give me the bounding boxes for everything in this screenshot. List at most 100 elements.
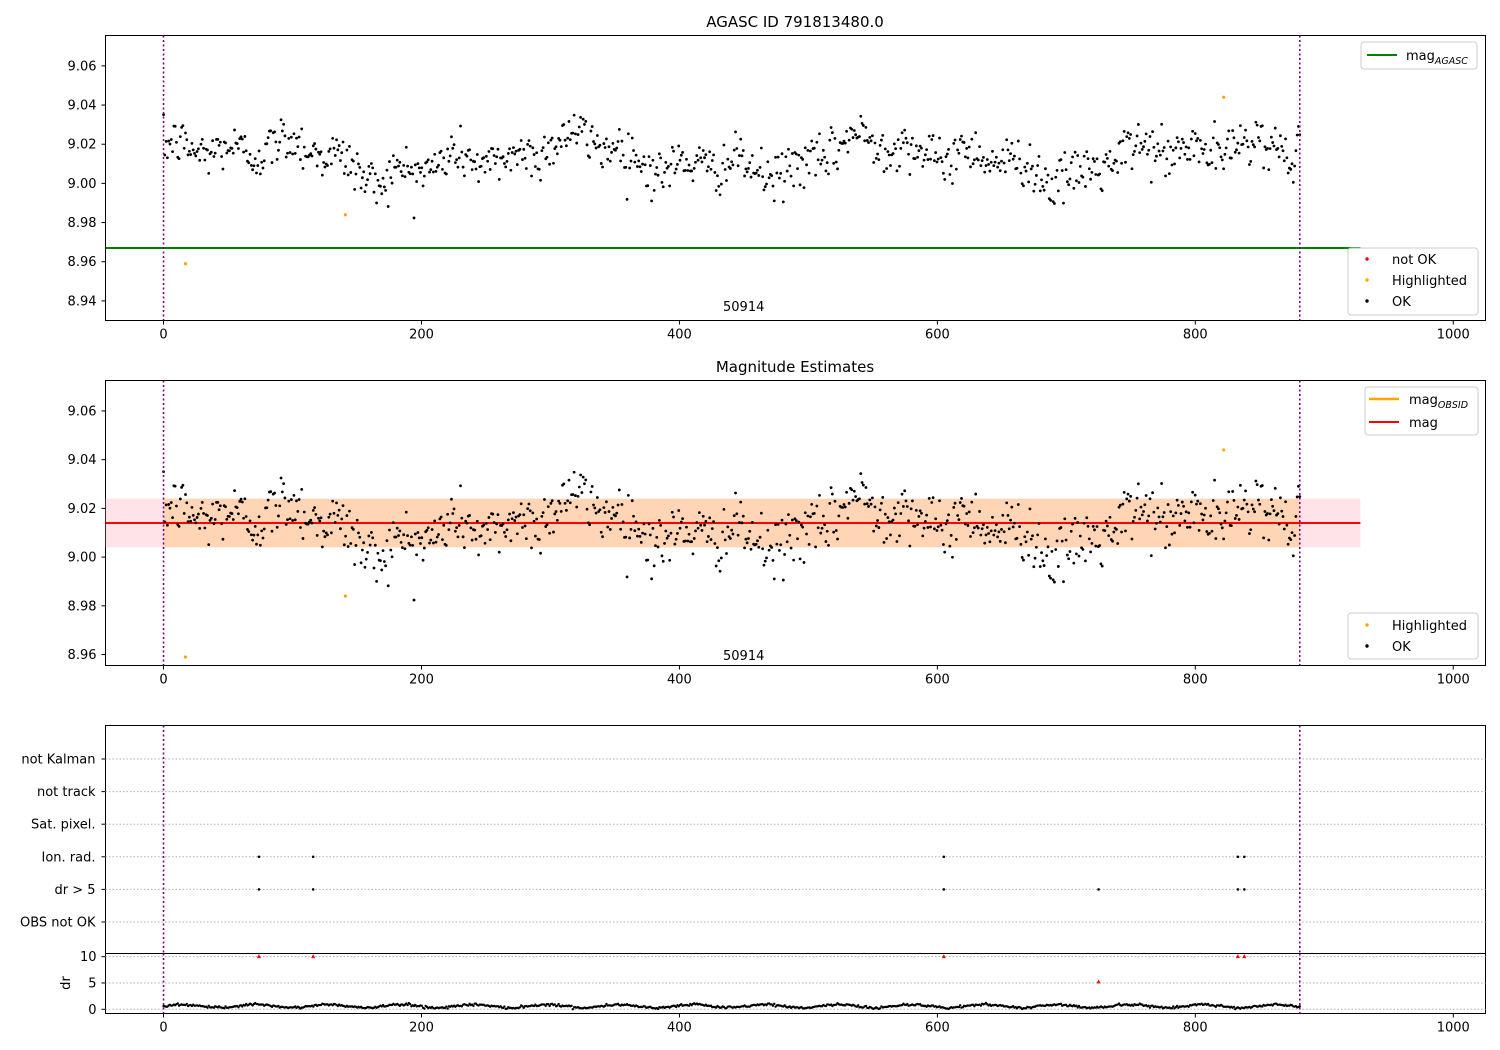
ok-point xyxy=(973,526,976,530)
ok-point xyxy=(171,150,174,154)
dr-point xyxy=(557,1002,560,1006)
ok-point xyxy=(457,523,461,527)
ok-point xyxy=(1171,514,1175,518)
ok-point xyxy=(359,186,363,190)
ok-point xyxy=(508,147,511,151)
ok-point xyxy=(1246,510,1250,514)
dr-point xyxy=(864,1004,868,1008)
ok-point xyxy=(792,558,796,562)
ok-point xyxy=(829,126,833,129)
ok-point xyxy=(605,137,608,141)
ok-point xyxy=(319,150,323,154)
ok-point xyxy=(541,511,545,515)
ok-point xyxy=(783,179,786,183)
ok-point xyxy=(1075,552,1078,556)
ok-point xyxy=(291,519,295,522)
ok-point xyxy=(470,168,474,172)
ok-point xyxy=(651,158,655,162)
ok-point xyxy=(1056,565,1060,568)
dr-point xyxy=(503,1005,506,1008)
ok-point xyxy=(217,508,221,512)
ok-point xyxy=(401,546,404,550)
ok-point xyxy=(1229,524,1233,528)
ok-point xyxy=(279,476,283,480)
ok-point xyxy=(584,119,588,123)
ok-point xyxy=(1166,503,1170,506)
flag-row-label: OBS not OK xyxy=(20,916,96,931)
ok-point xyxy=(473,528,477,532)
ok-point xyxy=(892,506,896,510)
ok-point xyxy=(300,127,304,131)
ok-point xyxy=(661,559,665,563)
ok-point xyxy=(713,542,717,545)
ok-point xyxy=(306,522,310,526)
ok-point xyxy=(297,498,301,501)
ok-point xyxy=(580,130,584,133)
ok-point xyxy=(441,167,444,171)
ok-point xyxy=(581,117,585,121)
ok-point xyxy=(1187,511,1191,515)
ok-point xyxy=(484,521,488,525)
ok-point xyxy=(1089,177,1093,181)
ok-point xyxy=(767,176,771,180)
ok-point xyxy=(533,534,537,538)
ok-point xyxy=(351,527,355,531)
ok-point xyxy=(1178,156,1182,160)
ok-point xyxy=(1040,178,1043,182)
ok-point xyxy=(474,537,478,541)
ok-point xyxy=(295,136,298,140)
obsid-annotation: 50914 xyxy=(723,649,764,664)
ok-point xyxy=(190,142,194,145)
ok-point xyxy=(310,521,314,525)
ok-point xyxy=(672,149,675,153)
ok-point xyxy=(244,515,248,518)
ok-point xyxy=(497,177,501,181)
flag-point xyxy=(1097,888,1100,891)
dr-point xyxy=(556,1004,559,1007)
ok-point xyxy=(554,510,558,513)
ok-point xyxy=(878,508,882,512)
ok-point xyxy=(1169,145,1173,149)
ok-point xyxy=(778,548,781,552)
ok-point xyxy=(889,164,892,167)
ok-point xyxy=(203,526,207,530)
ok-point xyxy=(690,540,694,544)
ok-point xyxy=(678,158,682,162)
x-tick-label: 1000 xyxy=(1437,1021,1470,1036)
ok-point xyxy=(633,529,637,533)
ok-point xyxy=(253,524,257,528)
ok-point xyxy=(996,165,1000,169)
ok-point xyxy=(464,519,468,523)
ok-point xyxy=(419,542,422,545)
ok-point xyxy=(864,126,868,129)
ok-point xyxy=(1042,188,1046,192)
ok-point xyxy=(1186,525,1189,529)
ok-point xyxy=(903,128,907,132)
ok-point xyxy=(1138,151,1142,155)
ok-point xyxy=(1224,511,1228,515)
ok-point xyxy=(628,536,632,540)
ok-point xyxy=(1090,542,1094,545)
ok-point xyxy=(969,535,972,538)
ok-point xyxy=(1179,146,1183,150)
ok-point xyxy=(970,500,974,504)
ok-point xyxy=(318,152,322,156)
ok-point xyxy=(896,501,900,505)
ok-point xyxy=(1116,542,1120,545)
ok-point xyxy=(1068,177,1072,181)
legend-label: mag xyxy=(1409,416,1438,431)
ok-point xyxy=(1011,157,1015,161)
ok-point xyxy=(336,148,340,152)
ok-point xyxy=(806,514,810,518)
legend-label: mag xyxy=(1406,49,1435,64)
y-tick-label: 9.06 xyxy=(68,59,97,74)
ok-point xyxy=(386,584,390,588)
ok-point xyxy=(394,535,398,539)
ok-point xyxy=(283,134,287,138)
ok-point xyxy=(601,165,604,169)
ok-point xyxy=(1294,515,1298,518)
ok-point xyxy=(280,490,284,494)
ok-point xyxy=(607,145,611,149)
ok-point xyxy=(336,513,340,517)
ok-point xyxy=(841,142,845,145)
